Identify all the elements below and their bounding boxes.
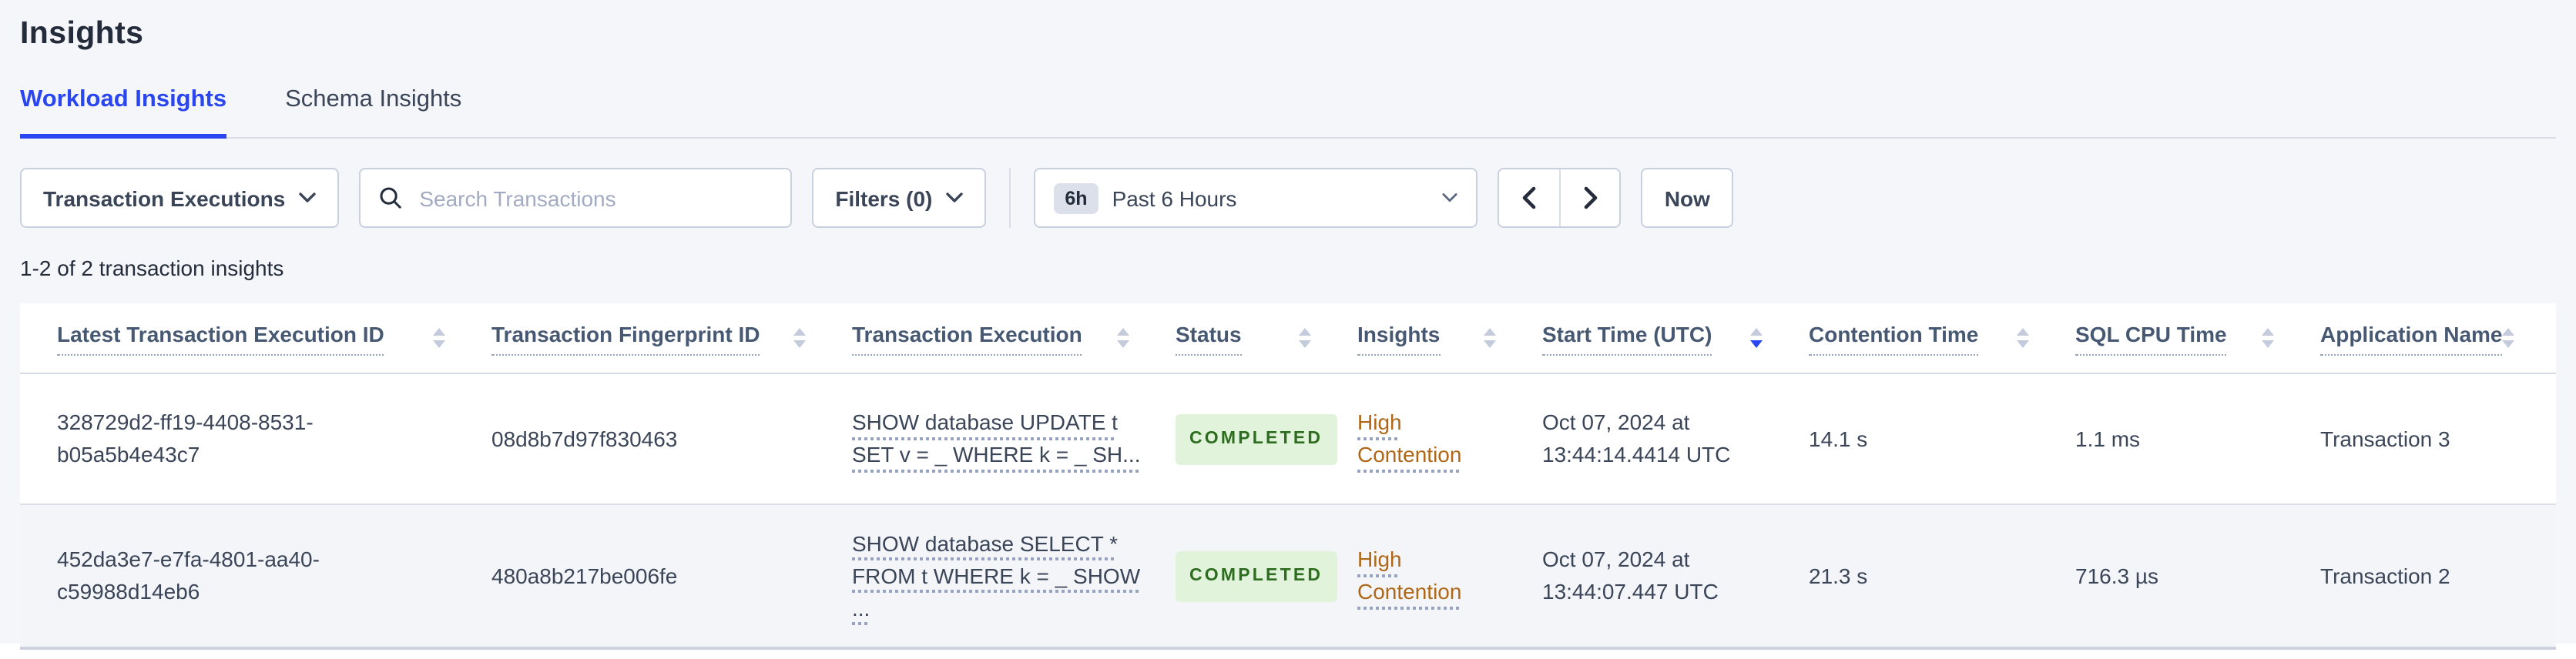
sort-icon[interactable] [793,328,806,348]
execution-type-dropdown[interactable]: Transaction Executions [20,168,340,228]
insights-cell: High Contention [1357,522,1542,630]
contention-time-value: 14.1 s [1809,426,1868,450]
column-header-application-name[interactable]: Application Name [2320,321,2561,355]
table-header-row: Latest Transaction Execution ID Transact… [20,303,2556,374]
time-preset-badge: 6h [1054,182,1098,213]
column-header-fingerprint-id[interactable]: Transaction Fingerprint ID [491,321,852,355]
sql-cpu-time-value: 716.3 µs [2075,563,2158,587]
tab-bar: Workload Insights Schema Insights [20,86,2556,139]
page-title: Insights [20,15,144,51]
fingerprint-id-value: 08d8b7d97f830463 [491,426,678,450]
status-cell: COMPLETED [1176,529,1357,623]
table-row: 328729d2-ff19-4408-8531-b05a5b4e43c7 08d… [20,374,2556,505]
toolbar-divider [1009,168,1011,228]
chevron-left-icon [1522,186,1536,209]
chevron-right-icon [1583,186,1597,209]
now-button[interactable]: Now [1641,168,1734,228]
fingerprint-id-value: 480a8b217be006fe [491,563,678,587]
column-header-status[interactable]: Status [1176,321,1357,355]
insights-cell: High Contention [1357,385,1542,493]
insights-page: Insights Workload Insights Schema Insigh… [20,15,2556,650]
search-icon [379,186,402,209]
next-time-window-button[interactable] [1559,169,1620,226]
sort-icon[interactable] [1117,328,1129,348]
search-input[interactable] [416,184,773,212]
column-header-transaction-execution[interactable]: Transaction Execution [852,321,1176,355]
transaction-execution-link[interactable]: SHOW database UPDATE t SET v = _ WHERE k… [852,410,1141,467]
status-cell: COMPLETED [1176,392,1357,486]
search-box [359,168,793,228]
column-header-contention-time[interactable]: Contention Time [1809,321,2075,355]
sort-icon[interactable] [433,328,445,348]
previous-time-window-button[interactable] [1499,169,1560,226]
column-header-insights[interactable]: Insights [1357,321,1542,355]
insight-link[interactable]: High Contention [1357,547,1462,604]
start-time-value: Oct 07, 2024 at 13:44:14.4414 UTC [1542,410,1731,467]
tab-workload-insights[interactable]: Workload Insights [20,86,227,139]
results-summary: 1-2 of 2 transaction insights [20,256,284,280]
contention-time-value: 21.3 s [1809,563,1868,587]
sort-icon-active-desc[interactable] [1750,328,1763,348]
execution-type-label: Transaction Executions [43,186,286,210]
latest-execution-id-value: 452da3e7-e7fa-4801-aa40-c59988d14eb6 [57,547,320,604]
chevron-down-icon [946,192,964,203]
filters-label: Filters (0) [835,186,933,210]
insight-link[interactable]: High Contention [1357,410,1462,467]
application-name-value: Transaction 2 [2320,563,2450,587]
sort-icon[interactable] [1299,328,1311,348]
time-window-pager [1498,168,1622,228]
time-range-label: Past 6 Hours [1112,186,1237,210]
transaction-execution-link[interactable]: SHOW database SELECT * FROM t WHERE k = … [852,530,1141,620]
sql-cpu-time-value: 1.1 ms [2075,426,2141,450]
table-row: 452da3e7-e7fa-4801-aa40-c59988d14eb6 480… [20,505,2556,647]
column-header-start-time[interactable]: Start Time (UTC) [1542,321,1809,355]
status-badge: COMPLETED [1176,413,1337,464]
time-range-dropdown[interactable]: 6h Past 6 Hours [1034,168,1478,228]
sort-icon[interactable] [1484,328,1496,348]
start-time-value: Oct 07, 2024 at 13:44:07.447 UTC [1542,547,1719,604]
sort-icon[interactable] [2502,328,2515,348]
toolbar: Transaction Executions Filters (0) [20,168,2556,228]
latest-execution-id-value: 328729d2-ff19-4408-8531-b05a5b4e43c7 [57,410,314,467]
chevron-down-icon [299,192,317,203]
sort-icon[interactable] [2017,328,2029,348]
tab-schema-insights[interactable]: Schema Insights [285,86,462,112]
status-badge: COMPLETED [1176,550,1337,601]
application-name-value: Transaction 3 [2320,426,2450,450]
column-header-latest-execution-id[interactable]: Latest Transaction Execution ID [57,321,491,355]
filters-dropdown[interactable]: Filters (0) [812,168,987,228]
transaction-insights-table: Latest Transaction Execution ID Transact… [20,303,2556,650]
sort-icon[interactable] [2262,328,2274,348]
chevron-down-icon [1442,192,1457,203]
column-header-sql-cpu-time[interactable]: SQL CPU Time [2075,321,2320,355]
now-button-label: Now [1664,186,1710,210]
